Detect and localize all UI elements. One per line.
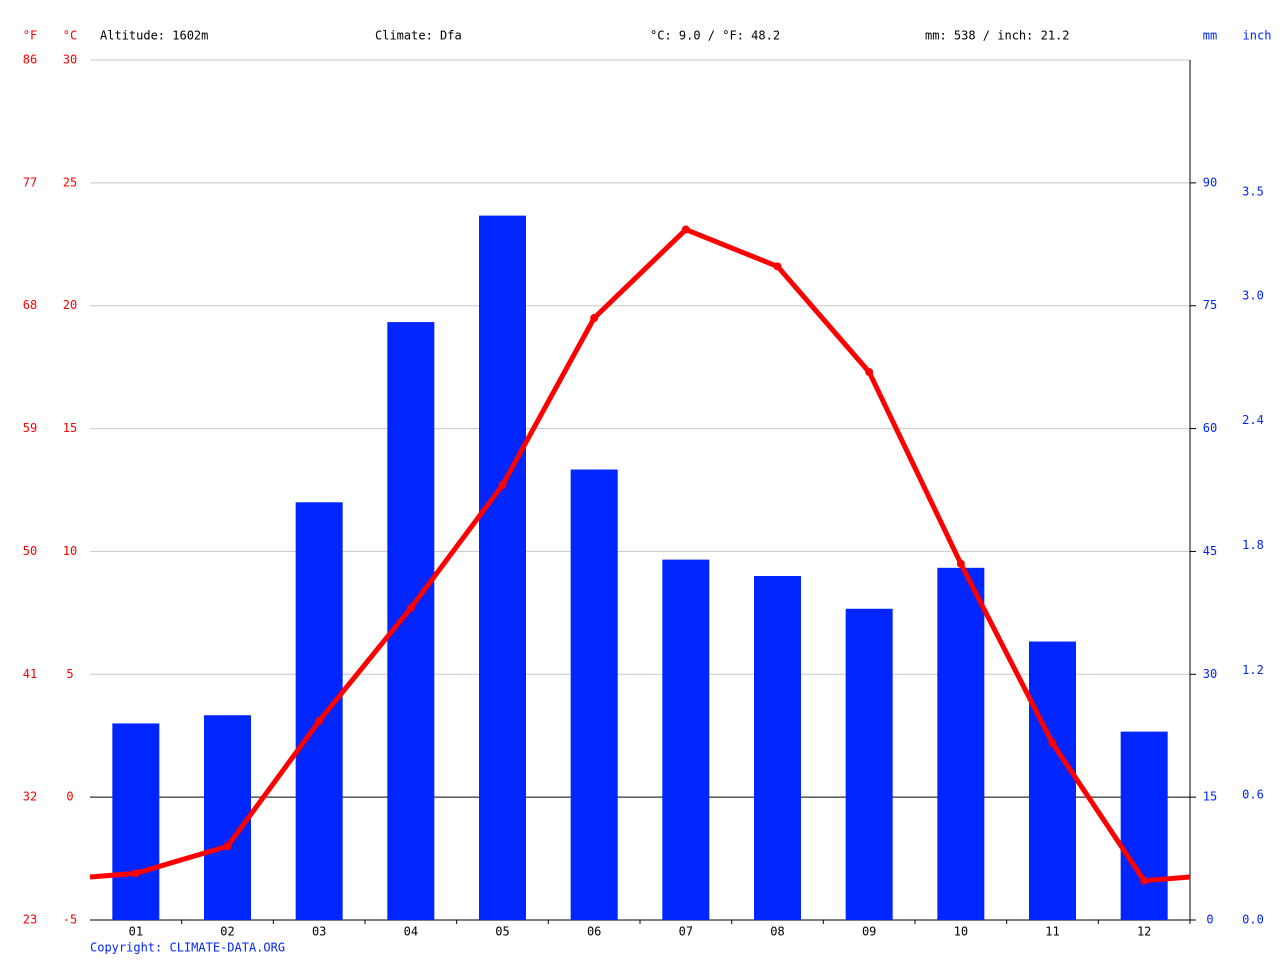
bar <box>845 608 893 920</box>
y-tick-label: 5 <box>66 667 73 681</box>
y2-unit: mm <box>1203 29 1217 43</box>
footer: Copyright: CLIMATE-DATA.ORG <box>90 941 285 955</box>
y3-tick-label: 68 <box>23 298 37 312</box>
bar <box>937 567 985 920</box>
bar <box>295 502 343 920</box>
x-tick-label: 09 <box>862 925 876 939</box>
x-tick-label: 06 <box>587 925 601 939</box>
bar <box>387 322 435 921</box>
x-tick-label: 12 <box>1137 925 1151 939</box>
bar <box>204 715 251 920</box>
y2-tick-label: 45 <box>1203 544 1217 558</box>
bar <box>570 469 618 920</box>
x-tick-label: 04 <box>404 925 418 939</box>
y-tick-label: 10 <box>63 544 77 558</box>
y2-tick-label: 90 <box>1203 175 1217 189</box>
x-tick-label: 11 <box>1045 925 1059 939</box>
x-tick-label: 05 <box>495 925 509 939</box>
y3-tick-label: 77 <box>23 175 37 189</box>
line-point <box>956 559 965 568</box>
header-info: Altitude: 1602m <box>100 29 208 43</box>
y3-tick-label: 32 <box>23 790 37 804</box>
bar <box>1029 641 1076 920</box>
y3-tick-label: 86 <box>23 53 37 67</box>
header-info: Climate: Dfa <box>375 29 462 43</box>
line-point <box>223 842 232 851</box>
line-point <box>865 368 874 377</box>
x-tick-label: 02 <box>220 925 234 939</box>
line-point <box>406 603 415 612</box>
y-tick-label: -5 <box>63 913 77 927</box>
bar <box>112 723 160 920</box>
x-tick-label: 08 <box>770 925 784 939</box>
line-point <box>131 869 140 878</box>
bar <box>479 215 526 921</box>
y4-tick-label: 1.8 <box>1242 538 1264 552</box>
line-point <box>498 481 507 490</box>
y2-tick-label: 60 <box>1203 421 1217 435</box>
y-tick-label: 15 <box>63 421 77 435</box>
y3-tick-label: 59 <box>23 421 37 435</box>
x-tick-label: 10 <box>954 925 968 939</box>
y3-tick-label: 41 <box>23 667 37 681</box>
line-point <box>1140 876 1149 885</box>
x-tick-label: 03 <box>312 925 326 939</box>
y3-tick-label: 23 <box>23 913 37 927</box>
y-unit: °C <box>63 29 77 43</box>
y4-tick-label: 1.2 <box>1242 663 1264 677</box>
y-tick-label: 20 <box>63 298 77 312</box>
y3-unit: °F <box>23 29 37 43</box>
y3-tick-label: 50 <box>23 544 37 558</box>
x-tick-label: 01 <box>129 925 143 939</box>
y-tick-label: 25 <box>63 175 77 189</box>
y2-tick-label: 75 <box>1203 298 1217 312</box>
y-tick-label: 30 <box>63 53 77 67</box>
line <box>135 227 1147 883</box>
line-point <box>590 314 599 322</box>
y2-tick-label: 15 <box>1203 790 1217 804</box>
line-point <box>1048 739 1057 748</box>
line-point <box>315 716 324 725</box>
line-wrap <box>89 870 1191 884</box>
header-info: mm: 538 / inch: 21.2 <box>925 29 1070 43</box>
y4-tick-label: 3.5 <box>1242 184 1264 198</box>
bar <box>662 559 710 920</box>
header-info: °C: 9.0 / °F: 48.2 <box>650 29 780 43</box>
y4-unit: inch <box>1243 29 1272 43</box>
line-point <box>773 262 782 271</box>
line-point <box>681 225 690 234</box>
bar <box>754 576 801 920</box>
y4-tick-label: 0.0 <box>1242 913 1264 927</box>
y2-tick-label: 30 <box>1203 667 1217 681</box>
y4-tick-label: 2.4 <box>1242 413 1264 427</box>
y-tick-label: 0 <box>66 790 73 804</box>
bar <box>1120 731 1168 920</box>
y2-tick-label: 0 <box>1206 913 1213 927</box>
y4-tick-label: 0.6 <box>1242 788 1264 802</box>
x-tick-label: 07 <box>679 925 693 939</box>
y4-tick-label: 3.0 <box>1242 288 1264 302</box>
